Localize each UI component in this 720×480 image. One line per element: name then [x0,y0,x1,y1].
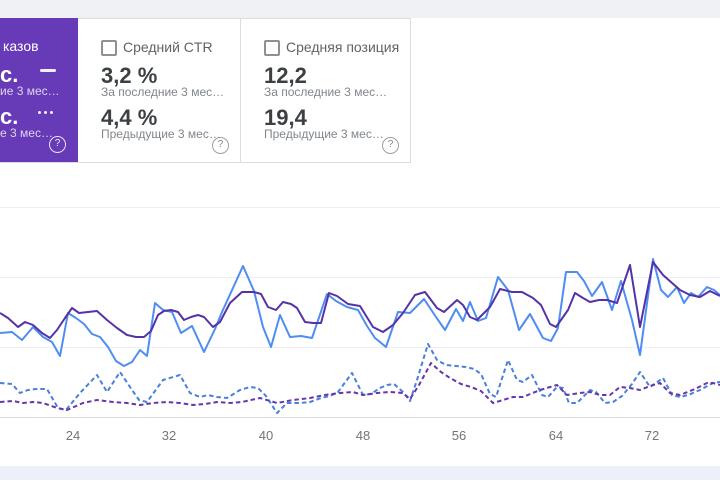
avg-position-previous-caption: Предыдущие 3 мес… [264,127,384,141]
metric-cards-row: казов с. ие 3 мес… с. е 3 мес… ? Средний… [0,18,411,163]
x-axis-tick: 64 [548,428,564,443]
series-previous-period-blue [0,343,720,414]
avg-ctr-current-caption: За последние 3 мес… [101,85,225,99]
performance-chart[interactable] [0,163,720,466]
avg-ctr-label: Средний CTR [123,39,213,55]
avg-position-previous-value: 19,4 [264,105,307,130]
avg-position-current-value: 12,2 [264,63,307,88]
x-axis-tick: 48 [355,428,371,443]
series-current-period-purple [0,261,720,339]
x-axis-tick: 56 [451,428,467,443]
series-current-period-blue [0,258,720,367]
series-previous-period-purple [0,362,720,411]
top-strip [0,0,720,18]
avg-ctr-checkbox[interactable] [101,40,117,56]
avg-ctr-previous-caption: Предыдущие 3 мес… [101,127,221,141]
card-impressions-title: казов [3,38,39,54]
avg-ctr-current-value: 3,2 % [101,63,158,88]
x-axis-labels: 24 32 40 48 56 64 72 [0,428,720,446]
x-axis-tick: 32 [161,428,177,443]
bottom-strip [0,466,720,480]
ellipsis-icon [38,111,53,114]
card-impressions[interactable]: казов с. ие 3 мес… с. е 3 мес… ? [0,18,78,163]
help-icon[interactable]: ? [212,137,229,154]
x-axis-tick: 40 [258,428,274,443]
help-icon[interactable]: ? [382,137,399,154]
card-avg-position[interactable]: Средняя позиция 12,2 За последние 3 мес…… [241,18,411,163]
avg-position-label: Средняя позиция [286,39,400,55]
card-impressions-current-caption: ие 3 мес… [0,84,60,98]
card-impressions-current-value: с. [0,62,19,87]
card-impressions-previous-caption: е 3 мес… [0,126,53,140]
help-icon[interactable]: ? [49,136,66,153]
dash-icon [40,69,56,72]
x-axis-tick: 72 [644,428,660,443]
avg-position-current-caption: За последние 3 мес… [264,85,388,99]
card-impressions-previous-value: с. [0,104,19,129]
card-avg-ctr[interactable]: Средний CTR 3,2 % За последние 3 мес… 4,… [78,18,241,163]
avg-position-checkbox[interactable] [264,40,280,56]
avg-ctr-previous-value: 4,4 % [101,105,158,130]
x-axis-tick: 24 [65,428,81,443]
